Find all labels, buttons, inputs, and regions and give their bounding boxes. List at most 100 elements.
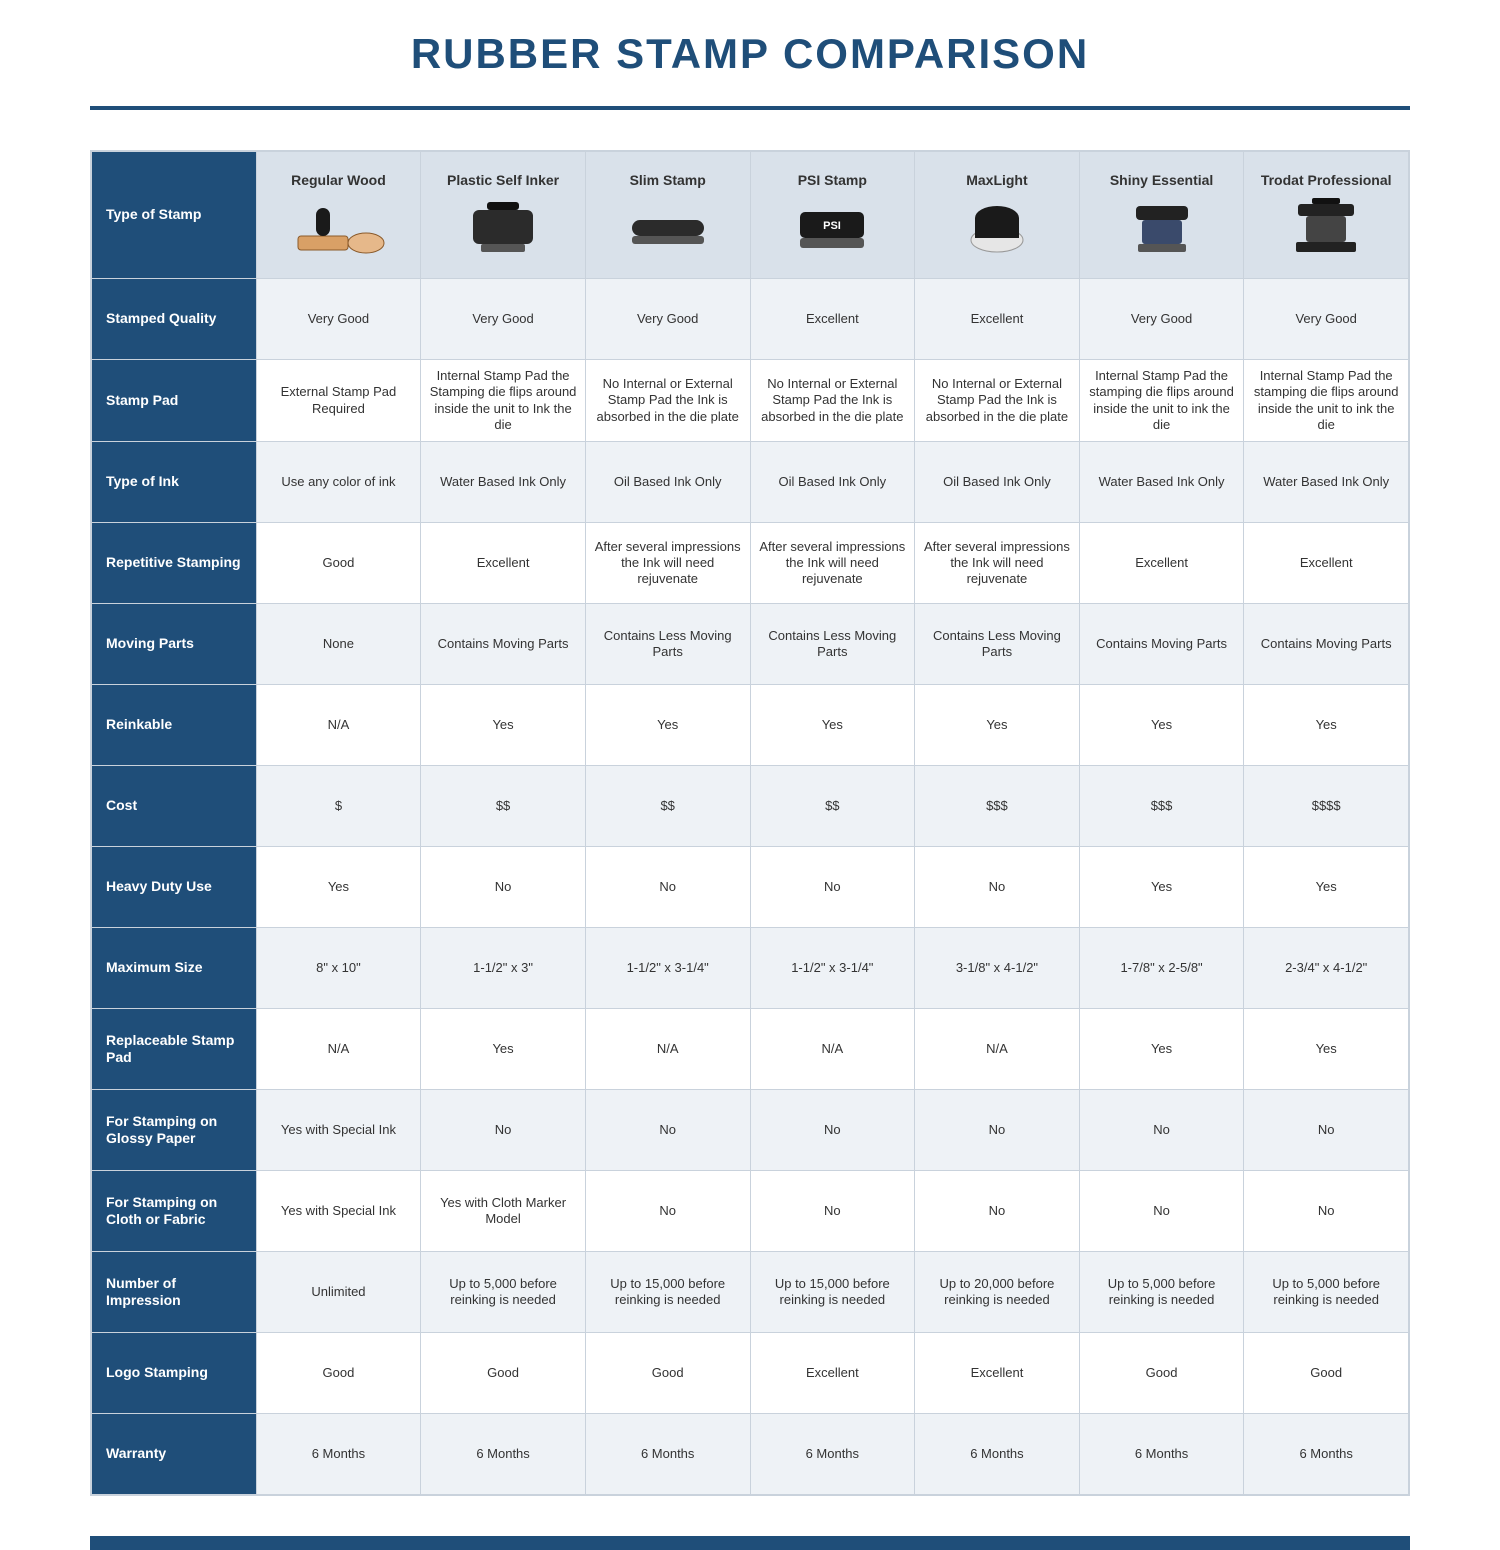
row-label: Moving Parts [92,604,257,685]
column-label: MaxLight [921,172,1073,190]
table-cell: No [585,1090,750,1171]
column-header: PSI StampPSI [750,152,915,279]
table-cell: Good [1079,1333,1244,1414]
shiny-essential-icon [1112,196,1212,261]
table-cell: $$$ [915,766,1080,847]
comparison-table: Type of Stamp Regular WoodPlastic Self I… [91,151,1409,1495]
table-cell: 6 Months [256,1414,421,1495]
table-cell: No [1079,1090,1244,1171]
table-cell: Contains Less Moving Parts [915,604,1080,685]
table-cell: Yes [421,1009,586,1090]
table-cell: No [1244,1090,1409,1171]
column-header: Regular Wood [256,152,421,279]
table-cell: 3-1/8" x 4-1/2" [915,928,1080,1009]
table-cell: $$ [585,766,750,847]
row-label: Maximum Size [92,928,257,1009]
table-cell: Internal Stamp Pad the Stamping die flip… [421,360,586,442]
table-cell: Excellent [1079,523,1244,604]
slim-stamp-icon [618,196,718,261]
row-label: Stamped Quality [92,279,257,360]
wood-stamp-icon [288,196,388,261]
row-label: For Stamping on Glossy Paper [92,1090,257,1171]
table-cell: N/A [585,1009,750,1090]
table-cell: 6 Months [585,1414,750,1495]
table-cell: N/A [915,1009,1080,1090]
table-cell: Internal Stamp Pad the stamping die flip… [1079,360,1244,442]
column-header: Trodat Professional [1244,152,1409,279]
table-cell: Good [256,1333,421,1414]
table-cell: Excellent [750,279,915,360]
table-row: Type of InkUse any color of inkWater Bas… [92,442,1409,523]
table-cell: $ [256,766,421,847]
table-cell: No [915,1171,1080,1252]
row-label: Heavy Duty Use [92,847,257,928]
table-cell: $$ [421,766,586,847]
table-cell: 1-1/2" x 3-1/4" [585,928,750,1009]
table-cell: Oil Based Ink Only [915,442,1080,523]
table-cell: Contains Less Moving Parts [750,604,915,685]
table-row: Maximum Size8" x 10"1-1/2" x 3"1-1/2" x … [92,928,1409,1009]
row-label: Type of Ink [92,442,257,523]
table-cell: 6 Months [1079,1414,1244,1495]
table-cell: No [421,847,586,928]
table-cell: Good [421,1333,586,1414]
column-label: Slim Stamp [592,172,744,190]
table-row: Moving PartsNoneContains Moving PartsCon… [92,604,1409,685]
table-row: Number of ImpressionUnlimitedUp to 5,000… [92,1252,1409,1333]
table-cell: Unlimited [256,1252,421,1333]
table-cell: Water Based Ink Only [421,442,586,523]
table-row: Replaceable Stamp PadN/AYesN/AN/AN/AYesY… [92,1009,1409,1090]
column-header: Slim Stamp [585,152,750,279]
table-cell: Up to 5,000 before reinking is needed [421,1252,586,1333]
table-cell: No [585,847,750,928]
table-cell: Up to 15,000 before reinking is needed [750,1252,915,1333]
table-cell: Excellent [915,279,1080,360]
table-cell: Water Based Ink Only [1244,442,1409,523]
table-cell: No Internal or External Stamp Pad the In… [750,360,915,442]
table-row: Warranty6 Months6 Months6 Months6 Months… [92,1414,1409,1495]
table-cell: 1-1/2" x 3" [421,928,586,1009]
table-cell: Yes [1079,685,1244,766]
table-cell: No Internal or External Stamp Pad the In… [585,360,750,442]
table-cell: 6 Months [915,1414,1080,1495]
table-cell: Yes [915,685,1080,766]
page-title: RUBBER STAMP COMPARISON [0,30,1500,78]
table-cell: 6 Months [1244,1414,1409,1495]
table-cell: Excellent [1244,523,1409,604]
table-cell: 1-1/2" x 3-1/4" [750,928,915,1009]
row-label: Replaceable Stamp Pad [92,1009,257,1090]
table-cell: Yes [1079,1009,1244,1090]
table-cell: Good [256,523,421,604]
table-cell: Very Good [1079,279,1244,360]
table-cell: Yes with Cloth Marker Model [421,1171,586,1252]
table-cell: After several impressions the Ink will n… [750,523,915,604]
table-row: Stamp PadExternal Stamp Pad RequiredInte… [92,360,1409,442]
table-cell: Good [1244,1333,1409,1414]
table-cell: Yes [1244,1009,1409,1090]
column-header: Shiny Essential [1079,152,1244,279]
table-cell: No [915,847,1080,928]
table-cell: 6 Months [750,1414,915,1495]
trodat-professional-icon [1276,196,1376,261]
row-label: Logo Stamping [92,1333,257,1414]
row-label: Stamp Pad [92,360,257,442]
title-block: RUBBER STAMP COMPARISON [0,0,1500,88]
svg-text:PSI: PSI [823,220,841,232]
table-cell: No [750,1171,915,1252]
table-cell: Very Good [585,279,750,360]
row-label: Warranty [92,1414,257,1495]
table-cell: Yes [750,685,915,766]
table-cell: 2-3/4" x 4-1/2" [1244,928,1409,1009]
column-label: Regular Wood [263,172,415,190]
table-cell: No [915,1090,1080,1171]
table-cell: Yes [421,685,586,766]
table-cell: $$ [750,766,915,847]
table-cell: Yes [585,685,750,766]
table-cell: No [750,1090,915,1171]
table-cell: Excellent [915,1333,1080,1414]
table-cell: Use any color of ink [256,442,421,523]
table-cell: No [421,1090,586,1171]
table-cell: Up to 5,000 before reinking is needed [1079,1252,1244,1333]
table-cell: Yes [256,847,421,928]
table-cell: Very Good [421,279,586,360]
